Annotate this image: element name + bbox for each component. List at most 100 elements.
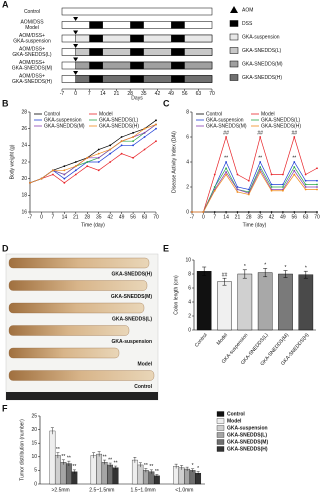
point: [225, 211, 227, 213]
point: [120, 140, 123, 143]
significance: ##: [257, 130, 263, 136]
point: [40, 177, 43, 180]
point: [97, 148, 100, 151]
dss-block: [89, 75, 103, 83]
significance: ##: [222, 273, 228, 279]
point: [143, 136, 146, 138]
error-bar: [103, 459, 107, 465]
error-bar: [144, 468, 148, 473]
point: [236, 211, 239, 213]
bar: [142, 470, 149, 485]
day-label: 56: [182, 91, 188, 97]
point: [282, 186, 284, 188]
dss-block: [130, 21, 144, 29]
point: [236, 191, 239, 193]
point: [282, 173, 284, 176]
legend-label: AOM: [242, 7, 253, 13]
significance: **: [108, 457, 112, 463]
day-label: 0: [74, 91, 77, 97]
y-tick-label: 10: [31, 454, 37, 460]
bar: [112, 467, 119, 485]
point: [52, 169, 54, 172]
point: [74, 169, 77, 172]
point: [97, 156, 100, 159]
point: [225, 171, 227, 173]
panel-label: B: [2, 98, 9, 108]
significance: ##: [223, 130, 229, 136]
significance: *: [197, 466, 199, 472]
point: [316, 179, 318, 182]
error-bar: [191, 468, 195, 473]
point: [304, 173, 307, 176]
axis-title: Days: [131, 95, 143, 101]
point: [86, 161, 89, 163]
bar: [101, 462, 108, 485]
x-tick-label: -7: [190, 214, 195, 220]
point: [282, 183, 284, 186]
y-tick-label: 26: [21, 126, 27, 132]
y-tick-label: 8: [188, 271, 191, 277]
day-label: 7: [88, 91, 91, 97]
point: [74, 165, 77, 168]
legend-swatch: [216, 425, 225, 431]
point: [213, 211, 216, 213]
error-bar: [202, 266, 207, 276]
significance: *: [305, 266, 307, 272]
dss-block: [171, 35, 185, 42]
y-tick-label: 2: [188, 313, 191, 319]
x-tick-label: 35: [257, 214, 263, 220]
point: [120, 144, 123, 147]
point: [247, 188, 250, 191]
y-tick-label: 2: [186, 184, 189, 190]
day-label: 14: [100, 91, 106, 97]
legend-swatch: [229, 60, 239, 68]
x-tick-label: 7: [213, 214, 216, 220]
x-tick-label: 0: [40, 214, 43, 220]
point: [293, 136, 296, 138]
y-axis-title: Body weight (g): [9, 144, 15, 179]
legend-label: GKA-suspension: [206, 117, 244, 123]
legend-label: Model: [227, 418, 242, 424]
x-tick-label: 49: [280, 214, 286, 220]
day-label: 70: [209, 91, 215, 97]
sample-label: GKA-SNEDDS(M): [111, 294, 152, 300]
y-tick-label: 15: [31, 441, 37, 447]
series-line: [192, 135, 318, 213]
ruler: [6, 392, 158, 400]
legend-label: GKA-SNEDDS(H): [261, 123, 301, 129]
legend-label: Model: [261, 111, 275, 117]
point: [143, 131, 146, 134]
bar: [173, 466, 180, 485]
bar: [107, 464, 114, 485]
point: [259, 166, 262, 168]
y-tick-label: 0: [188, 327, 191, 333]
point: [304, 188, 307, 191]
legend-label: Control: [44, 111, 60, 117]
point: [74, 161, 77, 163]
point: [270, 173, 273, 176]
error-bar: [138, 462, 142, 468]
significance: **: [61, 454, 65, 460]
dss-block: [89, 48, 103, 56]
y-axis-title: Colon length (cm): [173, 275, 179, 315]
legend-label: GKA-SNEDDS(M): [227, 439, 268, 445]
legend-swatch: [229, 20, 239, 27]
error-bar: [50, 427, 54, 435]
legend-label: GKA-suspension: [44, 117, 82, 123]
dss-block: [89, 21, 103, 29]
y-tick-label: 28: [21, 109, 27, 115]
panel-label: A: [2, 0, 9, 9]
point: [132, 144, 134, 147]
dss-block: [130, 48, 144, 56]
day-label: 49: [168, 91, 174, 97]
point: [63, 165, 66, 168]
point: [304, 186, 307, 188]
point: [109, 148, 112, 151]
x-tick-label: 1.5~1.0mm: [131, 487, 156, 493]
y-tick-label: 6: [186, 134, 189, 140]
group-label: Model: [25, 25, 39, 31]
point: [143, 127, 146, 130]
error-bar: [263, 268, 268, 278]
point: [29, 181, 31, 184]
x-tick-label: 70: [314, 214, 320, 220]
